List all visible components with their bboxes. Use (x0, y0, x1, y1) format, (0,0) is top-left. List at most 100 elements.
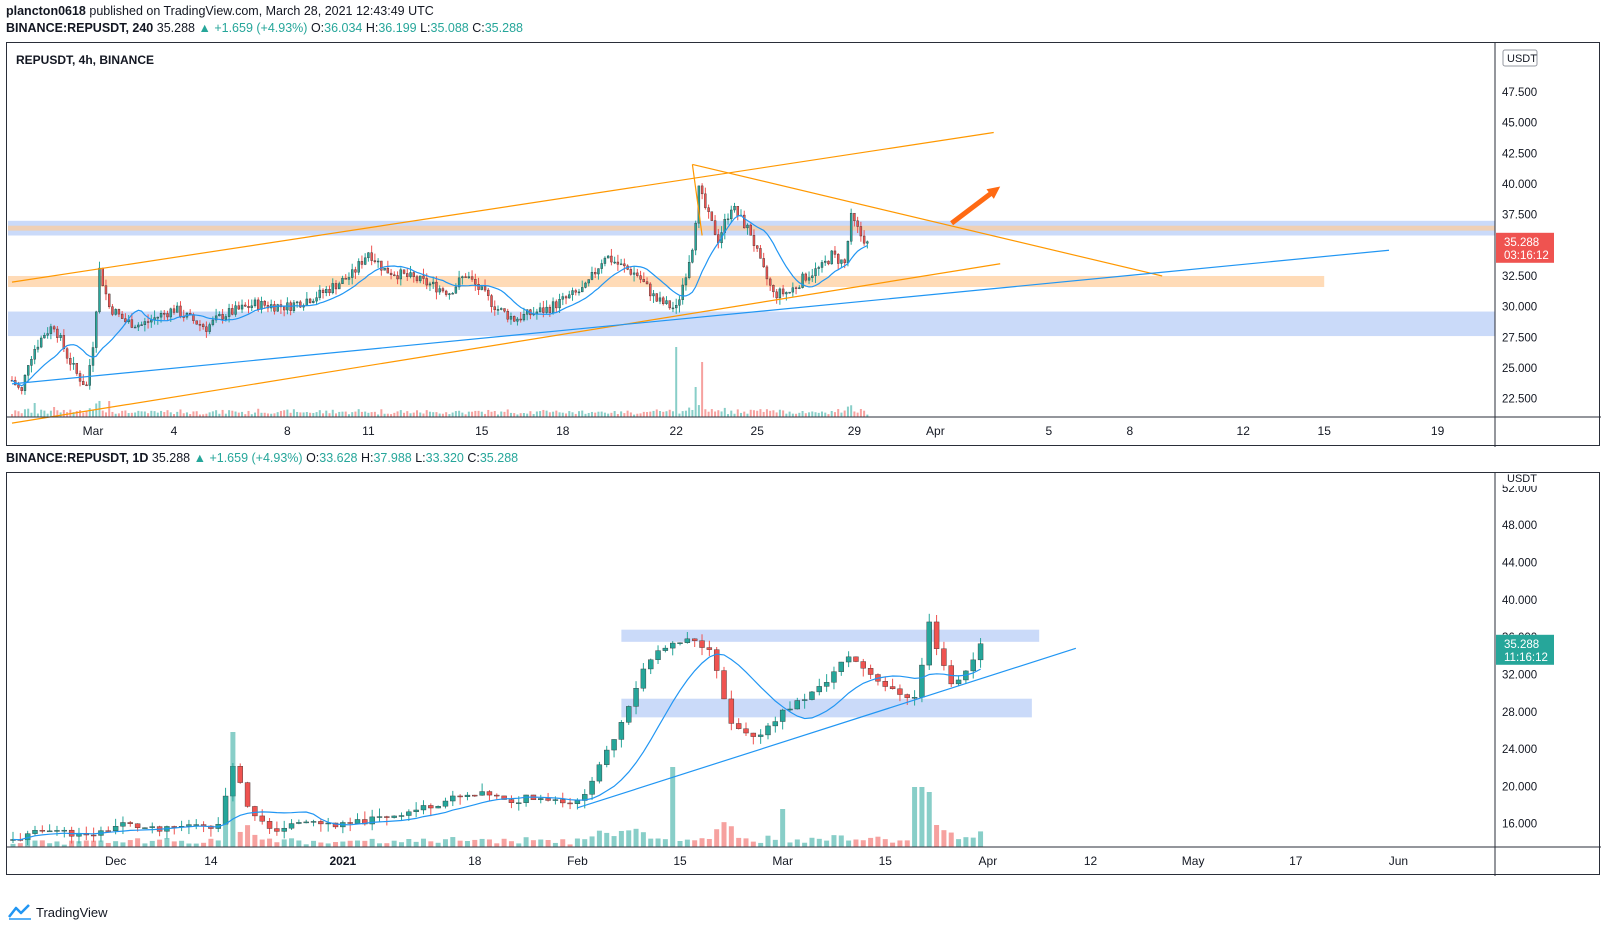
candle-body (941, 648, 947, 666)
candle-body (376, 816, 383, 818)
candle-body (706, 647, 713, 650)
volume-bar (640, 832, 646, 847)
candle-body (619, 263, 623, 266)
last-price-badge[interactable] (1496, 634, 1554, 665)
candle-body (480, 286, 483, 290)
volume-bar (448, 414, 451, 417)
candle-body (266, 821, 273, 829)
author-name[interactable]: plancton0618 (6, 4, 86, 18)
candle-body (757, 734, 764, 737)
volume-bar (296, 840, 302, 847)
tradingview-footer[interactable]: TradingView (8, 904, 108, 920)
candle-body (274, 828, 280, 832)
candle-body (704, 193, 707, 208)
candle-body (772, 721, 779, 727)
volume-bar (752, 410, 755, 417)
bottom-symbol[interactable]: BINANCE:REPUSDT, 1D (6, 451, 149, 465)
candle-body (843, 259, 846, 264)
bottom-legend: BINANCE:REPUSDT, 1D 35.288 ▲ +1.659 (+4.… (6, 451, 518, 465)
volume-bar (552, 842, 558, 847)
volume-bar (471, 411, 474, 417)
candle-body (149, 826, 155, 828)
volume-bar (189, 414, 192, 417)
candle-body (691, 638, 698, 641)
top-chart-svg[interactable]: 50.00047.50045.00042.50040.00037.50035.0… (7, 43, 1601, 447)
volume-bar (479, 838, 485, 847)
candle-body (506, 310, 509, 320)
triangle-left[interactable] (691, 164, 703, 236)
forecast-arrow-head[interactable] (986, 186, 1001, 199)
trend-support[interactable] (577, 647, 1077, 809)
volume-bar (228, 410, 231, 417)
price-tick-label: 24.000 (1502, 744, 1537, 756)
candle-body (62, 335, 66, 349)
volume-bar (218, 413, 221, 417)
volume-bar (399, 410, 402, 417)
volume-bar (406, 839, 412, 847)
volume-bar (113, 841, 119, 847)
volume-bar (244, 414, 247, 417)
bottom-chart-svg[interactable]: 52.00048.00044.00040.00036.00032.00028.0… (7, 473, 1601, 876)
triangle-top[interactable] (692, 163, 1163, 277)
volume-bar (69, 840, 75, 847)
volume-bar (315, 412, 318, 417)
volume-bar (530, 840, 536, 847)
volume-bar (153, 411, 156, 417)
volume-bar (322, 413, 325, 417)
currency-box[interactable] (1503, 473, 1537, 486)
candle-body (538, 798, 544, 801)
candle-body (156, 316, 160, 319)
candle-body (791, 287, 795, 293)
bottom-chart-panel[interactable]: 52.00048.00044.00040.00036.00032.00028.0… (6, 472, 1601, 876)
volume-bar (824, 412, 827, 417)
volume-bar (289, 412, 292, 417)
candle-body (752, 235, 756, 246)
volume-bar (574, 413, 577, 417)
currency-box[interactable] (1502, 49, 1538, 67)
volume-bar (281, 839, 287, 847)
candle-body (658, 297, 662, 302)
candle-body (587, 279, 590, 284)
top-chart-panel[interactable]: 50.00047.50045.00042.50040.00037.50035.0… (6, 42, 1601, 447)
volume-bar (192, 411, 195, 417)
candle-body (46, 830, 53, 833)
up-triangle-icon: ▲ (193, 451, 206, 465)
last-price-badge[interactable] (1496, 232, 1554, 263)
candle-body (441, 288, 445, 292)
volume-bar (926, 792, 932, 847)
volume-bar (782, 410, 785, 417)
volume-bar (296, 411, 299, 417)
channel-top[interactable] (11, 131, 994, 283)
top-symbol[interactable]: BINANCE:REPUSDT, 240 (6, 21, 154, 35)
candle-body (713, 649, 720, 671)
volume-bar (611, 836, 617, 847)
price-tick-label: 47.500 (1502, 87, 1537, 99)
candle-body (699, 640, 705, 648)
forecast-arrow[interactable] (950, 189, 996, 226)
time-tick-label: 8 (284, 424, 291, 438)
candle-body (933, 621, 940, 649)
time-tick-label: Dec (105, 854, 126, 868)
volume-bar (302, 412, 305, 417)
candle-body (107, 293, 111, 307)
trend-support[interactable] (11, 249, 1390, 385)
volume-bar (25, 836, 31, 847)
top-l-label: L: (420, 21, 431, 35)
candle-body (464, 794, 471, 797)
candle-body (726, 218, 730, 221)
top-change: +1.659 (+4.93%) (214, 21, 308, 35)
channel-bottom[interactable] (11, 263, 1001, 424)
volume-bar (454, 411, 457, 417)
volume-bar (369, 838, 375, 847)
candle-body (486, 791, 493, 796)
volume-bar (868, 837, 874, 847)
volume-bar (603, 412, 606, 417)
volume-bar (23, 409, 26, 417)
candle-body (897, 688, 903, 695)
candle-body (95, 311, 98, 348)
candle-body (347, 277, 351, 280)
candle-body (788, 291, 791, 294)
volume-bar (787, 842, 793, 847)
candle-body (457, 277, 461, 288)
candle-body (351, 269, 354, 278)
